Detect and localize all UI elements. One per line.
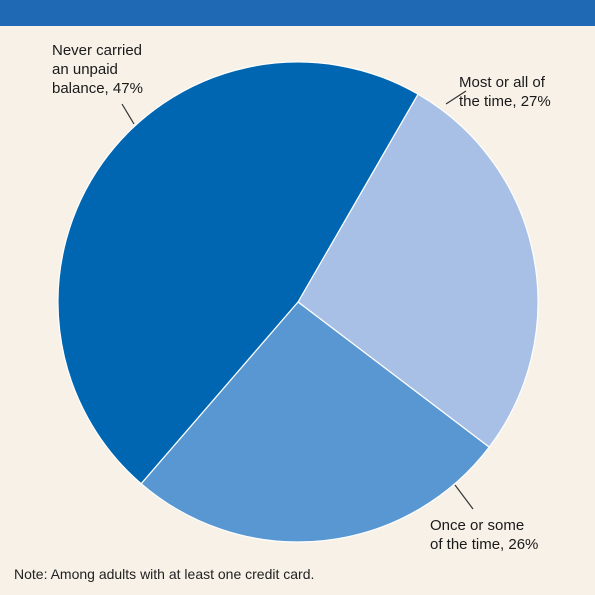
slice-once (140, 301, 491, 543)
slice-label-most: Most or all of the time, 27% (459, 74, 551, 110)
header-bar (0, 0, 595, 26)
slice-never (57, 61, 419, 485)
leader-line-most (445, 90, 467, 105)
leader-line-never (121, 103, 135, 125)
slice-label-once: Once or some of the time, 26% (430, 517, 538, 553)
leader-lines (121, 90, 474, 510)
leader-line-once (454, 484, 474, 510)
slice-label-never: Never carried an unpaid balance, 47% (52, 42, 146, 97)
slice-most (297, 93, 539, 448)
pie-slices (57, 61, 539, 543)
chart-note: Note: Among adults with at least one cre… (14, 566, 315, 582)
